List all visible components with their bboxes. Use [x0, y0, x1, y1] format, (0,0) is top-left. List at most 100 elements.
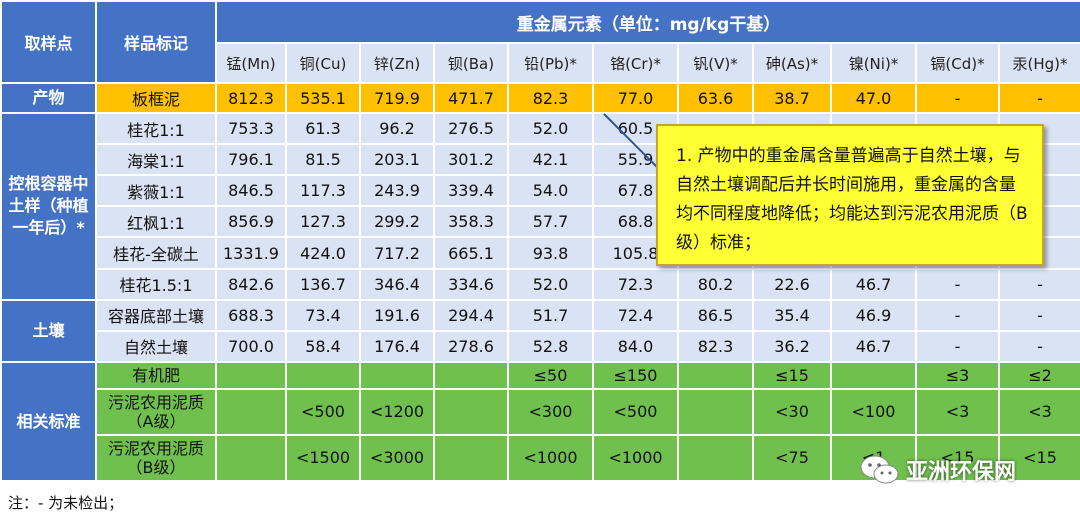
table-cell: ≤150: [592, 360, 679, 390]
table-cell: <3000: [359, 433, 435, 483]
table-cell: 796.1: [215, 143, 287, 177]
table-cell: 191.6: [359, 298, 435, 332]
table-cell: 35.4: [752, 298, 832, 332]
table-cell: <1000: [507, 433, 594, 483]
table-cell: 93.8: [507, 236, 594, 270]
metal-column-header: 汞(Hg)*: [997, 42, 1080, 85]
table-cell: [285, 360, 361, 390]
group-label-standards: 相关标准: [0, 360, 97, 483]
table-cell: 52.0: [507, 267, 594, 301]
row-label: 桂花-全碳土: [95, 236, 217, 270]
table-cell: <15: [915, 433, 1000, 483]
group-label-product: 产物: [0, 82, 97, 115]
row-label: 有机肥: [95, 360, 217, 390]
table-cell: [433, 360, 509, 390]
table-cell: [215, 433, 287, 483]
table-cell: <15: [997, 433, 1080, 483]
table-cell: <1000: [592, 433, 679, 483]
table-cell: 22.6: [752, 267, 832, 301]
table-cell: -: [915, 329, 1000, 363]
row-label: 海棠1:1: [95, 143, 217, 177]
table-cell: 358.3: [433, 205, 509, 239]
table-cell: 846.5: [215, 174, 287, 208]
table-cell: 63.6: [677, 82, 754, 115]
table-cell: 52.0: [507, 112, 594, 146]
table-cell: 203.1: [359, 143, 435, 177]
table-cell: <75: [752, 433, 832, 483]
table-cell: 96.2: [359, 112, 435, 146]
table-cell: 278.6: [433, 329, 509, 363]
table-cell: <3: [915, 387, 1000, 436]
table-cell: 82.3: [507, 82, 594, 115]
table-cell: ≤15: [752, 360, 832, 390]
table-cell: 688.3: [215, 298, 287, 332]
table-cell: 471.7: [433, 82, 509, 115]
table-cell: 136.7: [285, 267, 361, 301]
table-row: 桂花1.5:1 842.6 136.7 346.4 334.6 52.0 72.3 80.2 2…: [1, 267, 1080, 301]
table-row: 污泥农用泥质（A级） <500 <1200 <300 <500 <30 <100 <3 <3: [1, 387, 1080, 436]
metal-column-header: 钡(Ba): [433, 42, 509, 85]
table-cell: <1500: [285, 433, 361, 483]
table-cell: [677, 360, 754, 390]
watermark-text: 亚洲环保网: [906, 460, 1017, 485]
metal-column-header: 镉(Cd)*: [915, 42, 1000, 85]
table-cell: -: [997, 298, 1080, 332]
table-cell: 52.8: [507, 329, 594, 363]
table-row: 土壤 容器底部土壤 688.3 73.4 191.6 294.4 51.7 72.4 86.5 3…: [0, 298, 1080, 363]
table-cell: 700.0: [215, 329, 287, 363]
table-cell: 80.2: [677, 267, 754, 301]
table-cell: 339.4: [433, 174, 509, 208]
footnote: 注：- 为未检出；: [8, 494, 124, 512]
sample-label-header: 样品标记: [95, 0, 217, 85]
table-cell: [830, 360, 917, 390]
table-cell: ≤50: [507, 360, 594, 390]
table-cell: 51.7: [507, 298, 594, 332]
table-cell: 54.0: [507, 174, 594, 208]
table-cell: 424.0: [285, 236, 361, 270]
table-cell: -: [997, 82, 1080, 115]
table-cell: 73.4: [285, 298, 361, 332]
table-cell: 57.7: [507, 205, 594, 239]
table-cell: 535.1: [285, 82, 361, 115]
table-cell: 301.2: [433, 143, 509, 177]
table-cell: 276.5: [433, 112, 509, 146]
row-label: 紫薇1:1: [95, 174, 217, 208]
table-row: 相关标准 有机肥 ≤50 ≤150 ≤15 ≤3 ≤2: [0, 360, 1080, 483]
table-cell: [433, 387, 509, 436]
metal-column-header: 砷(As)*: [752, 42, 832, 85]
metal-column-header: 铜(Cu): [285, 42, 361, 85]
table-cell: 1331.9: [215, 236, 287, 270]
table-cell: <500: [285, 387, 361, 436]
table-cell: 47.0: [830, 82, 917, 115]
table-cell: 72.4: [592, 298, 679, 332]
table-cell: <100: [830, 387, 917, 436]
table-cell: -: [915, 267, 1000, 301]
table-cell: -: [915, 82, 1000, 115]
wechat-icon: [860, 455, 899, 484]
table-cell: 77.0: [592, 82, 679, 115]
table-cell: 46.7: [830, 329, 917, 363]
table-cell: 856.9: [215, 205, 287, 239]
table-cell: 36.2: [752, 329, 832, 363]
table-cell: 46.7: [830, 267, 917, 301]
table-cell: ≤2: [997, 360, 1080, 390]
row-label: 板框泥: [95, 82, 217, 115]
table-cell: 299.2: [359, 205, 435, 239]
table-cell: [677, 387, 754, 436]
table-cell: 38.7: [752, 82, 832, 115]
watermark: 亚洲环保网: [858, 450, 1058, 490]
table-cell: [215, 387, 287, 436]
table-cell: 176.4: [359, 329, 435, 363]
row-label: 自然土壤: [95, 329, 217, 363]
table-cell: 84.0: [592, 329, 679, 363]
metal-column-header: 锌(Zn): [359, 42, 435, 85]
metal-column-header: 锰(Mn): [215, 42, 287, 85]
table-cell: 346.4: [359, 267, 435, 301]
metal-column-header: 铅(Pb)*: [507, 42, 594, 85]
row-label: 桂花1.5:1: [95, 267, 217, 301]
sampling-point-header: 取样点: [0, 0, 97, 85]
table-cell: [433, 433, 509, 483]
table-cell: 665.1: [433, 236, 509, 270]
table-cell: 334.6: [433, 267, 509, 301]
